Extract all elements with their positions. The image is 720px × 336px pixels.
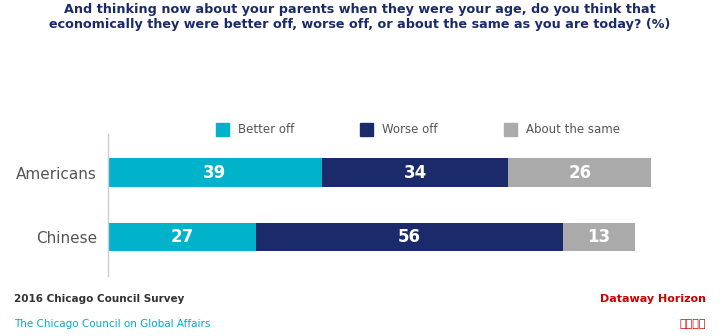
Bar	[508, 159, 651, 187]
Text: 26: 26	[568, 164, 591, 182]
Text: 39: 39	[203, 164, 227, 182]
Text: Better off: Better off	[238, 123, 294, 136]
Text: The Chicago Council on Global Affairs: The Chicago Council on Global Affairs	[14, 319, 211, 329]
Bar	[563, 223, 634, 251]
Text: 56: 56	[398, 228, 421, 246]
Text: 2016 Chicago Council Survey: 2016 Chicago Council Survey	[14, 294, 185, 304]
Bar	[322, 159, 508, 187]
Bar	[256, 223, 563, 251]
Text: Dataway Horizon: Dataway Horizon	[600, 294, 706, 304]
Text: And thinking now about your parents when they were your age, do you think that
e: And thinking now about your parents when…	[49, 3, 671, 31]
Text: 34: 34	[404, 164, 427, 182]
Text: 27: 27	[171, 228, 194, 246]
Bar	[108, 223, 256, 251]
Text: Worse off: Worse off	[382, 123, 437, 136]
Bar	[108, 159, 322, 187]
Text: 13: 13	[588, 228, 611, 246]
Text: 零点有数: 零点有数	[679, 319, 706, 329]
Text: About the same: About the same	[526, 123, 620, 136]
